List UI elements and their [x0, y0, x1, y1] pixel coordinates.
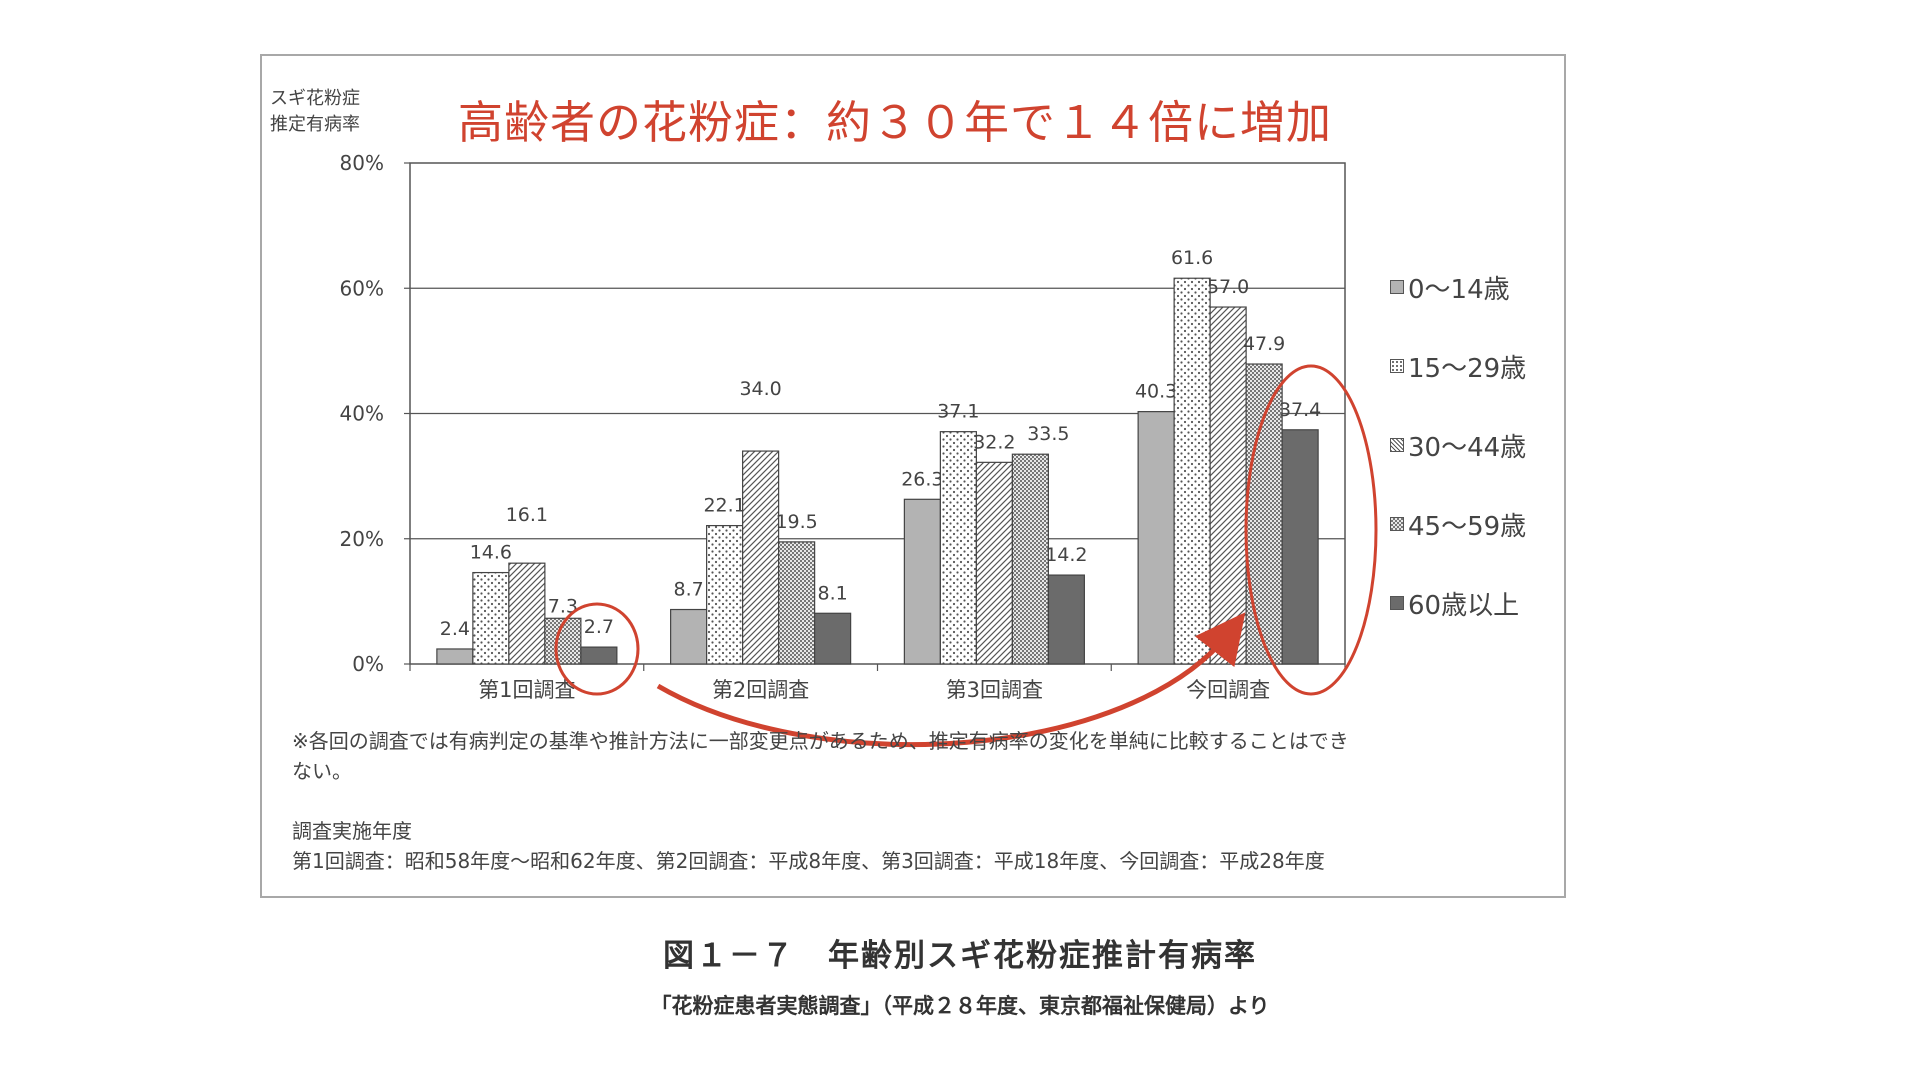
legend-item-0-14: 0〜14歳: [1390, 272, 1510, 305]
note-line-2: ない。: [292, 759, 352, 783]
y-tick-label: 20%: [340, 527, 384, 551]
highlight-ellipse-latest-survey: [1244, 364, 1378, 696]
legend-swatch-15-29: [1390, 359, 1404, 373]
note-line-3: 調査実施年度: [292, 819, 412, 843]
y-axis-title-line2: 推定有病率: [270, 114, 360, 135]
bar-45-59-3: [1011, 453, 1049, 665]
data-label: 37.1: [937, 401, 979, 423]
data-label: 19.5: [775, 511, 817, 533]
bar-0-14-1: [436, 648, 474, 665]
plot-layer: 0% 20% 40% 60% 80% 2.4 14.6 16.1 7.3 2.7 第1回調査 8.7 2…: [340, 151, 1346, 702]
legend-item-60-plus: 60歳以上: [1390, 588, 1519, 621]
note-line-4: 第1回調査：昭和58年度〜昭和62年度、第2回調査：平成8年度、第3回調査：平成…: [292, 849, 1325, 873]
bar-45-59-2: [778, 541, 816, 665]
legend-item-45-59: 45〜59歳: [1390, 509, 1526, 542]
bar-15-29-4: [1173, 277, 1211, 665]
x-category-label: 今回調査: [1186, 678, 1270, 702]
data-label: 34.0: [739, 378, 781, 400]
data-label: 26.3: [901, 468, 943, 490]
bar-60-plus-3: [1047, 574, 1085, 665]
legend-label: 60歳以上: [1408, 590, 1520, 621]
legend-swatch-45-59: [1390, 517, 1404, 531]
data-label: 2.7: [584, 616, 614, 638]
data-label: 61.6: [1171, 247, 1213, 269]
y-tick-label: 60%: [340, 276, 384, 300]
bar-30-44-4: [1209, 306, 1247, 665]
data-label: 8.1: [818, 582, 848, 604]
x-category-label: 第2回調査: [712, 678, 809, 702]
data-label: 57.0: [1207, 276, 1249, 298]
figure-caption-title: 図１－７ 年齢別スギ花粉症推計有病率: [663, 938, 1257, 974]
bar-0-14-2: [670, 608, 708, 665]
data-label: 22.1: [703, 495, 745, 517]
y-tick-label: 0%: [352, 652, 384, 676]
bar-45-59-4: [1245, 363, 1283, 665]
figure-caption-source: 「花粉症患者実態調査」（平成２８年度、東京都福祉保健局）より: [650, 994, 1270, 1018]
data-label: 14.6: [470, 542, 512, 564]
x-category-label: 第3回調査: [946, 678, 1043, 702]
data-label: 33.5: [1027, 423, 1069, 445]
legend-swatch-60-plus: [1390, 596, 1404, 610]
bar-30-44-2: [742, 450, 780, 665]
legend-label: 45〜59歳: [1408, 511, 1527, 542]
headline-annotation: 高齢者の花粉症：約３０年で１４倍に増加: [458, 96, 1333, 149]
y-tick-label: 80%: [340, 151, 384, 175]
growth-arrow: [656, 612, 1246, 748]
legend-swatch-0-14: [1390, 280, 1404, 294]
bar-60-plus-2: [814, 612, 852, 665]
legend-swatch-30-44: [1390, 438, 1404, 452]
legend-label: 15〜29歳: [1408, 353, 1527, 384]
y-tick-label: 40%: [340, 402, 384, 426]
data-label: 40.3: [1135, 381, 1177, 403]
bar-0-14-4: [1137, 411, 1175, 665]
bar-30-44-1: [508, 562, 546, 665]
legend-label: 30〜44歳: [1408, 432, 1527, 463]
legend-item-30-44: 30〜44歳: [1390, 430, 1526, 463]
bar-0-14-3: [903, 498, 941, 665]
annotation-layer: [554, 364, 1378, 748]
data-label: 14.2: [1045, 544, 1087, 566]
data-label: 7.3: [548, 595, 578, 617]
data-label: 16.1: [506, 504, 548, 526]
data-label: 37.4: [1279, 399, 1321, 421]
bar-60-plus-4: [1281, 429, 1319, 665]
x-category-label: 第1回調査: [478, 678, 575, 702]
data-label: 32.2: [973, 431, 1015, 453]
note-line-1: ※各回の調査では有病判定の基準や推計方法に一部変更点があるため、推定有病率の変化…: [292, 729, 1349, 753]
legend-item-15-29: 15〜29歳: [1390, 351, 1526, 384]
bar-15-29-2: [706, 524, 744, 665]
highlight-circle-first-survey: [554, 602, 640, 696]
data-label: 2.4: [440, 618, 470, 640]
bar-60-plus-1: [580, 646, 618, 665]
data-label: 47.9: [1243, 333, 1285, 355]
bar-30-44-3: [975, 461, 1013, 665]
y-axis-title-line1: スギ花粉症: [270, 88, 360, 109]
bar-15-29-3: [939, 431, 977, 665]
bar-15-29-1: [472, 571, 510, 665]
data-label: 8.7: [674, 579, 704, 601]
legend-label: 0〜14歳: [1408, 274, 1510, 305]
